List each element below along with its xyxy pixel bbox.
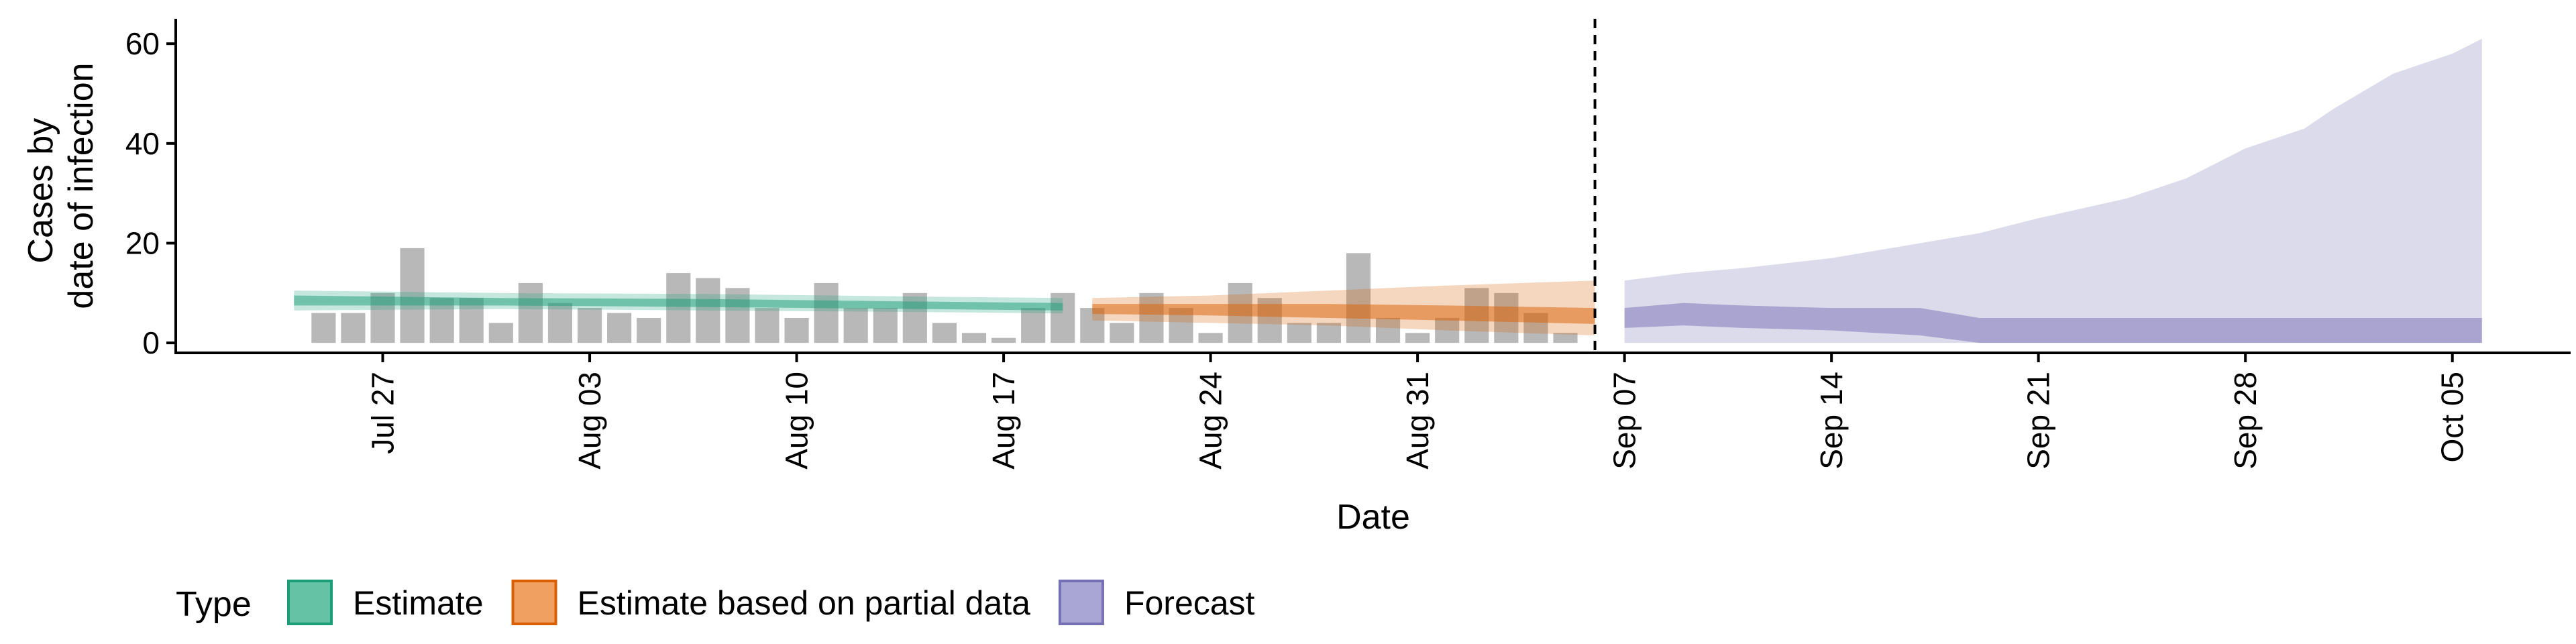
- observed-case-bar: [1435, 317, 1460, 343]
- observed-case-bar: [1198, 333, 1223, 343]
- y-tick-label: 20: [125, 225, 160, 260]
- observed-case-bar: [1021, 308, 1046, 343]
- legend: Type Estimate Estimate based on partial d…: [176, 580, 1255, 625]
- observed-case-bar: [1316, 323, 1341, 343]
- observed-case-bar: [696, 278, 720, 343]
- observed-case-bar: [1051, 292, 1075, 343]
- x-tick-label: Sep 07: [1607, 372, 1642, 470]
- observed-case-bar: [755, 308, 780, 343]
- x-tick-label: Sep 21: [2021, 372, 2056, 470]
- observed-case-bar: [311, 313, 336, 343]
- observed-case-bar: [1375, 317, 1401, 343]
- x-tick-label: Sep 28: [2228, 372, 2263, 470]
- observed-case-bar: [400, 248, 425, 343]
- observed-case-bar: [784, 317, 809, 343]
- observed-case-bar: [518, 282, 543, 343]
- x-tick-label: Aug 10: [780, 372, 814, 470]
- observed-case-bar: [547, 303, 573, 343]
- legend-title: Type: [176, 585, 252, 624]
- x-tick-label: Jul 27: [366, 372, 400, 454]
- legend-swatch: [1058, 580, 1104, 625]
- observed-case-bar: [991, 337, 1016, 343]
- forecast-inner-band: [1624, 303, 2482, 343]
- y-axis-title: Cases by date of infection: [21, 62, 101, 309]
- legend-label: Estimate based on partial data: [578, 584, 1031, 622]
- x-tick-label: Oct 05: [2435, 372, 2470, 463]
- legend-items: Estimate Estimate based on partial data Fo…: [287, 580, 1255, 625]
- observed-case-bar: [341, 313, 366, 343]
- estimate-inner-band: [294, 295, 1063, 311]
- observed-case-bar: [637, 317, 661, 343]
- x-tick-label: Aug 31: [1400, 372, 1435, 470]
- y-axis-title-line-1: Cases by: [21, 118, 60, 264]
- y-tick-label: 60: [125, 26, 160, 61]
- x-axis-ticks: Jul 27 Aug 03 Aug 10 Aug 17 Aug 24 Aug 31 Sep …: [366, 353, 2470, 470]
- estimate-based-on-partial-data-inner-band: [1092, 304, 1595, 324]
- forecast-outer-band: [1624, 38, 2482, 343]
- observed-case-bar: [1139, 292, 1164, 343]
- observed-case-bar: [1110, 323, 1134, 343]
- observed-cases-bars: [311, 248, 1578, 343]
- observed-case-bar: [666, 273, 691, 343]
- x-axis-title: Date: [1336, 498, 1410, 537]
- legend-label: Forecast: [1124, 584, 1255, 622]
- x-tick-label: Aug 24: [1193, 372, 1228, 470]
- legend-swatch: [287, 580, 333, 625]
- legend-swatch: [511, 580, 557, 625]
- observed-case-bar: [488, 323, 513, 343]
- x-tick-label: Sep 14: [1814, 372, 1849, 470]
- observed-case-bar: [814, 282, 839, 343]
- observed-case-bar: [961, 333, 987, 343]
- observed-case-bar: [1346, 253, 1371, 343]
- observed-case-bar: [1287, 323, 1311, 343]
- legend-label: Estimate: [353, 584, 484, 622]
- x-tick-label: Aug 17: [986, 372, 1021, 470]
- observed-case-bar: [577, 308, 602, 343]
- observed-case-bar: [873, 308, 898, 343]
- observed-case-bar: [725, 288, 750, 343]
- y-tick-label: 40: [125, 126, 160, 161]
- y-tick-label: 0: [142, 325, 160, 360]
- observed-case-bar: [607, 313, 632, 343]
- observed-case-bar: [902, 292, 927, 343]
- observed-case-bar: [1405, 333, 1430, 343]
- observed-case-bar: [843, 308, 868, 343]
- x-tick-label: Aug 03: [572, 372, 607, 470]
- estimate-bands: [294, 38, 2482, 343]
- y-axis-title-line-2: date of infection: [62, 62, 101, 309]
- observed-case-bar: [1553, 333, 1578, 343]
- observed-case-bar: [932, 323, 957, 343]
- y-axis-ticks: 0 20 40 60: [125, 26, 176, 360]
